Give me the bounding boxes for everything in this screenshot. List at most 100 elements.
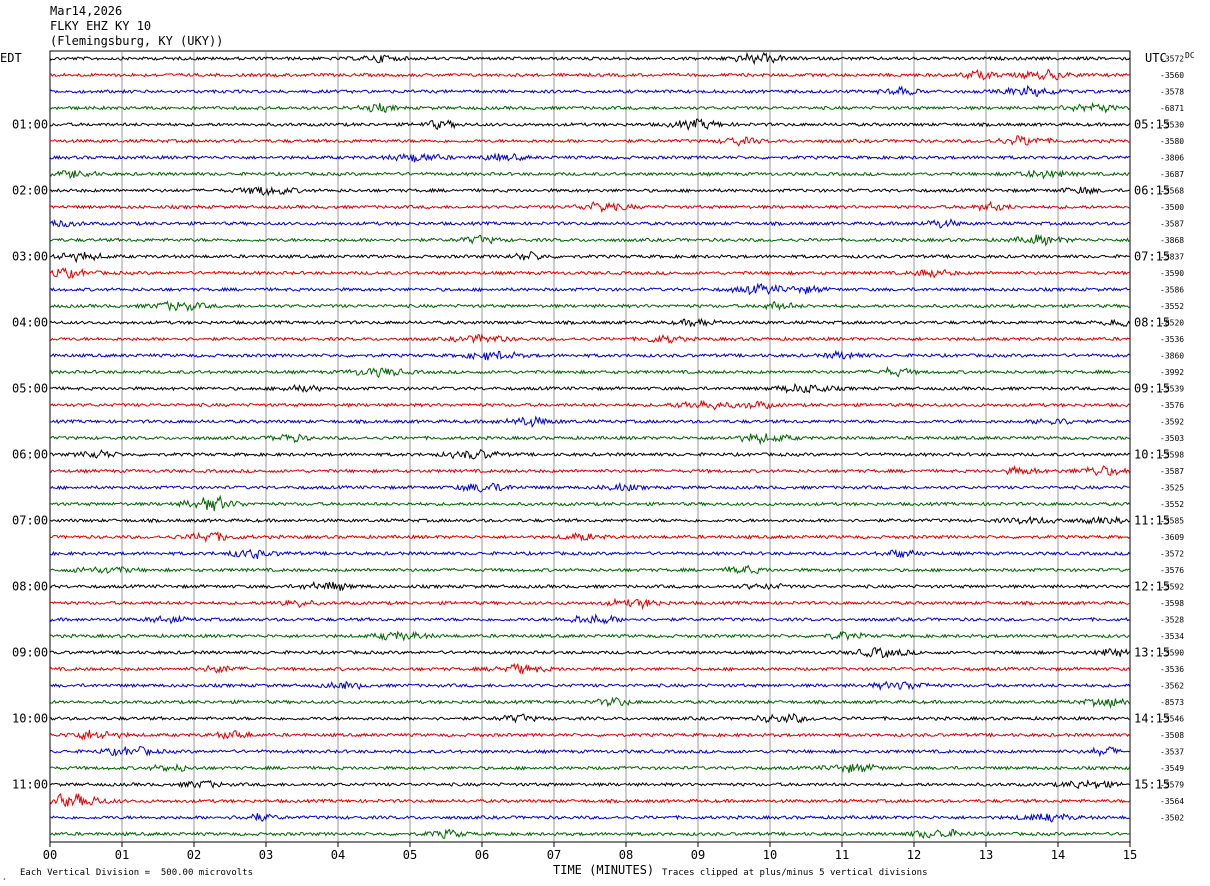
trace-row: [49, 494, 1131, 512]
trace-offset-label: -3590: [1160, 649, 1184, 658]
trace-offset-label: -3837: [1160, 253, 1184, 262]
trace-offset-label: -3546: [1160, 715, 1184, 724]
trace-row: [49, 185, 1130, 197]
trace-offset-label: -3860: [1160, 352, 1184, 361]
trace-row: [49, 812, 1130, 823]
trace-row: [49, 250, 1130, 264]
left-hour-label: 04:00: [12, 316, 48, 330]
x-tick-label: 06: [475, 848, 489, 862]
trace-offset-label: -3552: [1160, 500, 1184, 509]
trace-row: [49, 729, 1131, 741]
right-hour-label: 13:15: [1134, 646, 1170, 660]
trace-offset-label: -3598: [1160, 451, 1184, 460]
trace-row: [49, 317, 1131, 328]
x-tick-label: 09: [691, 848, 705, 862]
trace-row: [49, 118, 1131, 131]
station-location: (Flemingsburg, KY (UKY)): [50, 34, 224, 48]
trace-offset-label: -3536: [1160, 335, 1184, 344]
trace-offset-label: -3562: [1160, 682, 1184, 691]
trace-row: [49, 300, 1130, 313]
trace-row: [49, 218, 1131, 229]
trace-offset-label: -3576: [1160, 566, 1184, 575]
trace-row: [49, 564, 1130, 575]
left-hour-label: 02:00: [12, 184, 48, 198]
trace-offset-label: -6871: [1160, 104, 1184, 113]
x-tick-label: 11: [835, 848, 849, 862]
x-tick-label: 05: [403, 848, 417, 862]
trace-offset-label: -3592: [1160, 583, 1184, 592]
trace-offset-label: -3552: [1160, 302, 1184, 311]
clip-note: Traces clipped at plus/minus 5 vertical …: [662, 868, 928, 878]
left-hour-label: 03:00: [12, 250, 48, 264]
left-hour-label: 05:00: [12, 382, 48, 396]
right-hour-label: 15:15: [1134, 778, 1170, 792]
corner-mark: ¸: [2, 871, 7, 880]
trace-row: [49, 531, 1131, 543]
trace-offset-label: -3572: [1160, 55, 1184, 64]
left-timezone-label: EDT: [0, 51, 22, 65]
station-title: FLKY EHZ KY 10: [50, 19, 152, 33]
trace-row: [49, 712, 1130, 724]
x-tick-label: 14: [1051, 848, 1065, 862]
trace-row: [49, 580, 1130, 592]
trace-offset-label: -8573: [1160, 698, 1184, 707]
left-hour-label: 01:00: [12, 118, 48, 132]
trace-row: [49, 696, 1131, 709]
trace-offset-label: -3539: [1160, 385, 1184, 394]
trace-offset-label: -3534: [1160, 632, 1184, 641]
trace-row: [49, 349, 1131, 361]
left-hour-label: 06:00: [12, 448, 48, 462]
left-hour-label: 10:00: [12, 712, 48, 726]
x-tick-label: 12: [907, 848, 921, 862]
trace-offset-label: -3579: [1160, 781, 1184, 790]
trace-offset-label: -3503: [1160, 434, 1184, 443]
x-tick-label: 04: [331, 848, 345, 862]
trace-offset-label: -3609: [1160, 533, 1184, 542]
trace-offset-label: -3528: [1160, 616, 1184, 625]
x-tick-label: 08: [619, 848, 633, 862]
trace-offset-label: -3806: [1160, 154, 1184, 163]
trace-row: [49, 613, 1131, 625]
trace-offset-label: -3586: [1160, 286, 1184, 295]
trace-row: [49, 779, 1131, 790]
trace-offset-label: -3578: [1160, 88, 1184, 97]
trace-row: [49, 762, 1131, 774]
trace-row: [49, 680, 1131, 692]
trace-row: [49, 792, 1131, 808]
right-hour-label: 08:15: [1134, 316, 1170, 330]
trace-offset-label: -3536: [1160, 665, 1184, 674]
trace-row: [49, 365, 1131, 379]
trace-offset-label: -3590: [1160, 269, 1184, 278]
trace-offset-label: -3564: [1160, 797, 1184, 806]
x-tick-label: 13: [979, 848, 993, 862]
trace-offset-label: -3560: [1160, 71, 1184, 80]
trace-row: [49, 515, 1131, 525]
x-tick-label: 10: [763, 848, 777, 862]
right-hour-label: 12:15: [1134, 580, 1170, 594]
trace-offset-label: -3598: [1160, 599, 1184, 608]
trace-offset-label: -3525: [1160, 484, 1184, 493]
trace-offset-label: -3549: [1160, 764, 1184, 773]
trace-row: [49, 433, 1131, 446]
trace-row: [49, 233, 1131, 247]
trace-row: [49, 415, 1131, 429]
trace-row: [49, 646, 1131, 659]
trace-row: [49, 630, 1130, 642]
trace-row: [49, 448, 1130, 460]
trace-offset-label: -3580: [1160, 137, 1184, 146]
x-tick-label: 00: [43, 848, 57, 862]
right-hour-label: 14:15: [1134, 712, 1170, 726]
trace-row: [49, 169, 1130, 180]
x-tick-label: 07: [547, 848, 561, 862]
trace-row: [49, 84, 1131, 97]
trace-row: [49, 152, 1130, 163]
trace-offset-label: -3576: [1160, 401, 1184, 410]
right-hour-label: 07:15: [1134, 250, 1170, 264]
right-timezone-label: UTC: [1145, 51, 1167, 65]
left-hour-label: 08:00: [12, 580, 48, 594]
right-hour-label: 10:15: [1134, 448, 1170, 462]
trace-row: [49, 464, 1131, 477]
plot-date: Mar14,2026: [50, 4, 123, 18]
trace-row: [49, 135, 1130, 147]
plot-frame: [49, 50, 1131, 843]
